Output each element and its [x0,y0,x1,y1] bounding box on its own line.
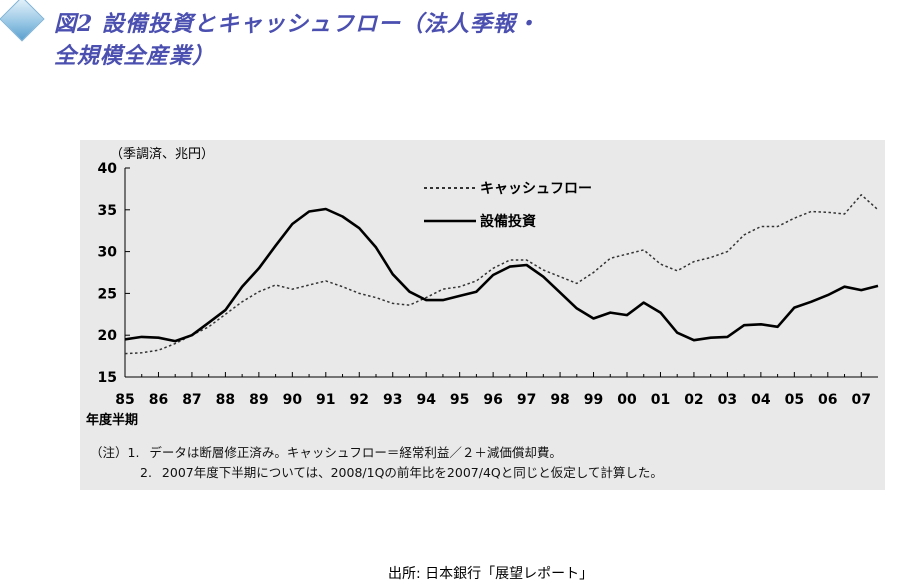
note-2-prefix: 2. [140,465,152,480]
x-tick-label: 03 [718,392,737,408]
axes: 15 20 25 30 35 40 85 86 87 88 89 90 91 92 93 94 95 96 97 98… [98,161,878,408]
y-unit-label: （季調済、兆円） [110,146,214,162]
x-tick-label: 04 [751,392,771,408]
x-tick-label: 87 [182,392,201,408]
x-tick-label: 05 [785,392,804,408]
diamond-bullet-icon [0,0,45,42]
x-axis-label: 年度半期 [86,412,138,428]
x-tick-label: 01 [651,392,670,408]
x-tick-label: 88 [216,392,235,408]
series-line-0 [124,194,879,355]
x-tick-label: 85 [115,392,134,408]
x-tick-label: 90 [283,392,303,408]
series-layer [124,194,879,355]
x-tick-label: 96 [483,392,502,408]
x-tick-label: 95 [450,392,469,408]
y-tick-label: 40 [98,161,118,177]
y-tick-label: 25 [98,286,117,302]
title-bar: 図2 設備投資とキャッシュフロー（法人季報・全規模全産業） [0,0,560,69]
x-tick-label: 91 [316,392,335,408]
x-tick-label: 89 [249,392,268,408]
y-tick-label: 15 [98,370,117,386]
x-tick-label: 07 [852,392,871,408]
line-chart: （季調済、兆円） 15 20 25 30 35 40 85 86 87 88 89 90 91 92 93 9… [86,146,879,428]
note-2-text: 2007年度下半期については、2008/1Qの前年比を2007/4Qと同じと仮定… [161,465,663,480]
legend-label-0: キャッシュフロー [480,181,592,197]
note-2: 2. 2007年度下半期については、2008/1Qの前年比を2007/4Qと同じ… [140,462,663,481]
source-credit: 出所: 日本銀行「展望レポート」 [388,566,594,582]
y-tick-label: 35 [98,203,117,219]
legend-label-1: 設備投資 [480,213,536,230]
note-1: （注）1. データは断層修正済み。キャッシュフロー＝経常利益／２＋減価償却費。 [90,442,562,461]
figure-title: 図2 設備投資とキャッシュフロー（法人季報・全規模全産業） [54,11,539,69]
chart-panel: （季調済、兆円） 15 20 25 30 35 40 85 86 87 88 89 90 91 92 93 9… [80,140,885,490]
x-tick-label: 06 [818,392,837,408]
x-tick-label: 86 [149,392,168,408]
x-tick-label: 00 [617,392,637,408]
x-tick-label: 98 [550,392,569,408]
note-1-text: データは断層修正済み。キャッシュフロー＝経常利益／２＋減価償却費。 [149,445,562,460]
x-tick-label: 93 [383,392,402,408]
y-tick-label: 30 [98,245,118,261]
x-tick-label: 02 [684,392,703,408]
note-1-prefix: （注）1. [90,445,140,460]
x-tick-label: 97 [517,392,536,408]
y-tick-label: 20 [98,328,118,344]
x-tick-label: 99 [584,392,603,408]
x-tick-label: 92 [350,392,369,408]
x-tick-label: 94 [416,392,436,408]
series-line-1 [124,207,879,343]
